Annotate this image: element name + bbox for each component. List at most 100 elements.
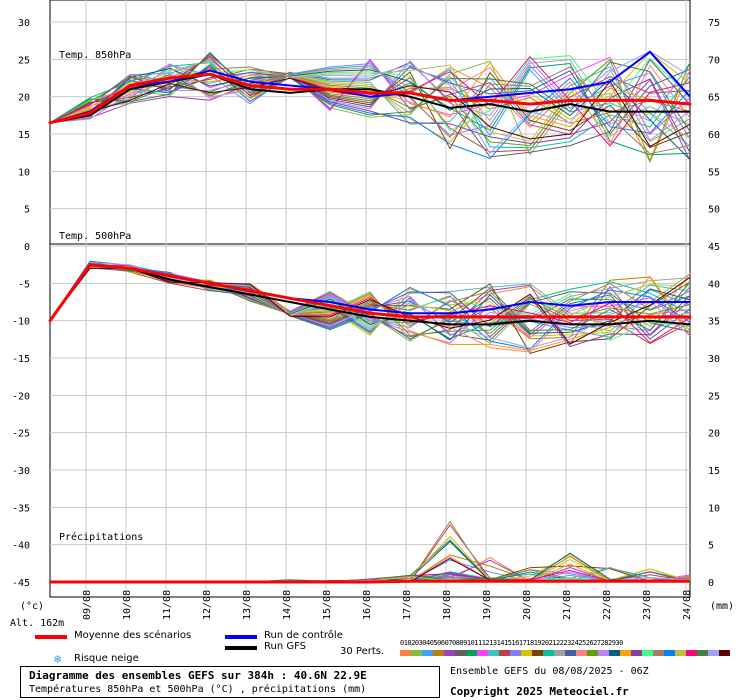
t500-mean-point xyxy=(248,289,252,293)
t850-mean-point xyxy=(528,102,532,106)
left-tick-label: -25 xyxy=(12,429,30,440)
pert-swatch xyxy=(433,650,444,656)
plot-frame xyxy=(49,0,691,598)
right-unit-label: (mm) xyxy=(710,601,734,612)
t850-pert-line xyxy=(49,72,691,153)
date-tick-label: 12/08 xyxy=(202,590,213,620)
legend-snow-label: Risque neige xyxy=(74,653,139,664)
right-tick-label: 40 xyxy=(708,279,720,290)
pert-swatch xyxy=(411,650,422,656)
legend-gfs-label: Run GFS xyxy=(264,641,307,652)
right-tick-label: 25 xyxy=(708,391,720,402)
legend-mean-label: Moyenne des scénarios xyxy=(74,630,192,641)
t850-mean-point xyxy=(168,76,172,80)
t500-mean-point xyxy=(88,263,92,267)
left-unit-label: (°c) xyxy=(20,601,44,612)
right-tick-label: 55 xyxy=(708,167,720,178)
t850-mean-point xyxy=(88,111,92,115)
right-tick-label: 65 xyxy=(708,93,720,104)
t500-mean-point xyxy=(608,315,612,319)
t850-mean-point xyxy=(408,91,412,95)
pert-swatch xyxy=(708,650,719,656)
t500-mean-point xyxy=(48,319,52,323)
t500-pert-line xyxy=(49,266,691,340)
right-tick-label: 15 xyxy=(708,466,720,477)
t500-mean-point xyxy=(408,315,412,319)
t850-pert-line xyxy=(49,60,691,156)
altitude-label: Alt. 162m xyxy=(10,618,64,629)
right-tick-label: 75 xyxy=(708,18,720,29)
right-tick-label: 35 xyxy=(708,317,720,328)
t500-mean-point xyxy=(168,274,172,278)
t850-mean-point xyxy=(688,102,692,106)
pert-swatch xyxy=(620,650,631,656)
pert-swatch xyxy=(510,650,521,656)
right-tick-label: 45 xyxy=(708,242,720,253)
t500-pert-line xyxy=(49,261,691,345)
caption-subtitle: Températures 850hPa et 500hPa (°C) , pré… xyxy=(29,684,367,695)
pert-swatch xyxy=(477,650,488,656)
pert-swatch xyxy=(400,650,411,656)
date-tick-label: 09/08 xyxy=(82,590,93,620)
right-tick-label: 0 xyxy=(708,578,714,589)
date-tick-label: 11/08 xyxy=(162,590,173,620)
t850-mean-point xyxy=(448,98,452,102)
right-tick-label: 10 xyxy=(708,503,720,514)
t850-mean-point xyxy=(608,98,612,102)
pert-swatches xyxy=(400,650,730,656)
t850-mean-point xyxy=(208,72,212,76)
left-tick-label: -10 xyxy=(12,317,30,328)
t500-mean-point xyxy=(568,315,572,319)
t500-pert-line xyxy=(49,267,691,345)
t850-pert-line xyxy=(49,67,691,160)
t850-mean-point xyxy=(568,98,572,102)
pert-swatch xyxy=(554,650,565,656)
snowflake-icon: ❄ xyxy=(54,652,62,666)
date-tick-label: 18/08 xyxy=(442,590,453,620)
legend-gfs-swatch xyxy=(225,646,257,650)
right-tick-label: 50 xyxy=(708,205,720,216)
left-tick-label: -30 xyxy=(12,466,30,477)
pert-swatch xyxy=(532,650,543,656)
t500-mean-point xyxy=(648,315,652,319)
t850-pert-line xyxy=(49,58,691,161)
copyright-label: Copyright 2025 Meteociel.fr xyxy=(450,685,629,698)
t850-mean-point xyxy=(328,87,332,91)
legend-perts-label: 30 Perts. xyxy=(340,646,385,657)
t850-pert-line xyxy=(49,51,691,132)
left-tick-label: 10 xyxy=(18,167,30,178)
t500-mean-point xyxy=(328,304,332,308)
t500-mean-point xyxy=(208,281,212,285)
date-tick-label: 21/08 xyxy=(562,590,573,620)
left-tick-label: -15 xyxy=(12,354,30,365)
right-tick-label: 20 xyxy=(708,429,720,440)
pert-swatch xyxy=(686,650,697,656)
pert-swatch xyxy=(719,650,730,656)
pert-swatch xyxy=(565,650,576,656)
t500-mean-point xyxy=(288,296,292,300)
t500-mean-point xyxy=(488,315,492,319)
date-tick-label: 17/08 xyxy=(402,590,413,620)
left-tick-label: 20 xyxy=(18,93,30,104)
pert-numbers: 0102030405060708091011121314151617181920… xyxy=(400,639,623,647)
t850-pert-line xyxy=(49,64,691,159)
pert-swatch xyxy=(488,650,499,656)
pert-swatch xyxy=(664,650,675,656)
pert-swatch xyxy=(697,650,708,656)
right-tick-label: 60 xyxy=(708,130,720,141)
pert-swatch xyxy=(631,650,642,656)
date-tick-label: 20/08 xyxy=(522,590,533,620)
t500-mean-point xyxy=(688,315,692,319)
precip-panel-label: Précipitations xyxy=(59,531,143,543)
t850-mean-point xyxy=(648,98,652,102)
t850-mean-point xyxy=(368,91,372,95)
t850-panel-label: Temp. 850hPa xyxy=(59,50,131,61)
pert-swatch xyxy=(422,650,433,656)
left-tick-label: 5 xyxy=(24,205,30,216)
t500-panel-label: Temp. 500hPa xyxy=(59,231,131,242)
pert-swatch xyxy=(598,650,609,656)
pert-swatch xyxy=(466,650,477,656)
pert-swatch xyxy=(675,650,686,656)
left-tick-label: 30 xyxy=(18,18,30,29)
